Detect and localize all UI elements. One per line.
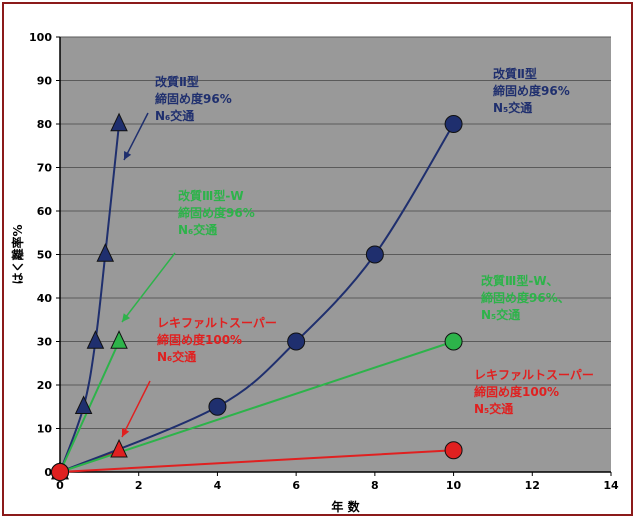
y-tick-label: 60 — [37, 205, 53, 218]
annotation-line: 締固め度96%、 — [481, 290, 570, 305]
tick-labels: 0 10 20 30 40 50 60 70 80 90 100 0 2 4 6 8 10 12 14 — [29, 31, 619, 492]
annotation-arrowhead — [122, 428, 130, 437]
triangle-marker — [110, 330, 128, 349]
y-tick-label: 80 — [37, 118, 53, 131]
y-tick-label: 30 — [37, 336, 53, 349]
annotation-line: 改質Ⅲ型-W — [178, 188, 244, 203]
series-line-4 — [59, 340, 454, 473]
gridlines — [60, 36, 611, 429]
annotation-line: 改質Ⅱ型 — [493, 66, 537, 81]
circle-marker — [208, 397, 227, 416]
annotation-label: 改質Ⅲ型-W 締固め度96% N₆交通 — [178, 188, 255, 237]
annotation-label: 改質Ⅱ型締固め度96% N₅交通 — [493, 66, 570, 115]
y-tick-label: 50 — [37, 249, 53, 262]
annotation-line: レキファルトスーパー — [157, 316, 277, 330]
y-tick-label: 90 — [37, 75, 53, 88]
annotation-label: レキファルトスーパー締固め度100% N₅交通 — [474, 368, 594, 416]
x-tick-label: 10 — [446, 479, 462, 492]
annotation-arrows — [121, 112, 176, 438]
series-line-5 — [59, 449, 454, 473]
circle-marker — [444, 115, 463, 133]
annotation-line: 締固め度96% — [493, 83, 570, 98]
annotation-line: N₅交通 — [481, 307, 520, 322]
axes — [56, 36, 612, 476]
annotation-arrow — [123, 112, 149, 161]
x-tick-label: 6 — [292, 479, 300, 492]
triangle-marker — [110, 438, 128, 458]
series-line-1 — [59, 341, 120, 473]
triangle-marker — [110, 112, 128, 132]
annotation-line: N₆交通 — [157, 349, 196, 364]
annotation-line: 改質Ⅱ型 — [155, 74, 199, 89]
x-tick-label: 4 — [214, 479, 222, 492]
annotation-line: N₅交通 — [493, 100, 532, 115]
annotation-arrow — [121, 380, 151, 438]
y-tick-label: 20 — [37, 379, 53, 392]
annotation-line: 締固め度96% — [155, 91, 232, 106]
circle-marker — [444, 332, 463, 351]
y-tick-label: 40 — [37, 292, 53, 305]
x-tick-label: 12 — [525, 479, 540, 492]
y-tick-label: 10 — [37, 423, 53, 436]
annotation-line: N₆交通 — [155, 108, 194, 123]
annotation-line: 締固め度100% — [474, 384, 559, 399]
annotation-arrow — [121, 252, 176, 323]
annotation-arrowhead — [122, 313, 131, 322]
circle-marker — [51, 463, 69, 481]
x-tick-label: 8 — [371, 479, 379, 492]
annotation-line: レキファルトスーパー — [474, 368, 594, 382]
annotation-label: 改質Ⅱ型締固め度96% N₆交通 — [155, 74, 232, 123]
y-tick-label: 70 — [37, 162, 53, 175]
series-markers — [51, 112, 463, 481]
y-tick-label: 100 — [29, 31, 52, 44]
annotation-line: N₅交通 — [474, 401, 513, 416]
triangle-marker — [74, 395, 93, 415]
x-axis-title: 年 数 — [331, 499, 360, 514]
y-axis-title: はく離率% — [10, 224, 25, 284]
annotation-arrowhead — [124, 151, 132, 160]
triangle-marker — [96, 243, 115, 262]
triangle-marker — [86, 330, 105, 349]
circle-marker — [287, 332, 306, 351]
annotation-label: 改質Ⅲ型-W、締固め度96%、 N₅交通 — [481, 273, 570, 322]
annotation-line: 締固め度96% — [178, 205, 255, 220]
annotation-label: レキファルトスーパー締固め度100% N₆交通 — [157, 316, 277, 364]
annotation-line: N₆交通 — [178, 222, 217, 237]
x-tick-label: 14 — [603, 479, 619, 492]
circle-marker — [444, 441, 463, 460]
y-tick-label: 0 — [44, 466, 52, 479]
annotation-line: 改質Ⅲ型-W、 — [481, 273, 559, 288]
annotation-line: 締固め度100% — [157, 332, 242, 347]
circle-marker — [365, 245, 384, 264]
x-tick-label: 0 — [56, 479, 64, 492]
x-tick-label: 2 — [135, 479, 143, 492]
